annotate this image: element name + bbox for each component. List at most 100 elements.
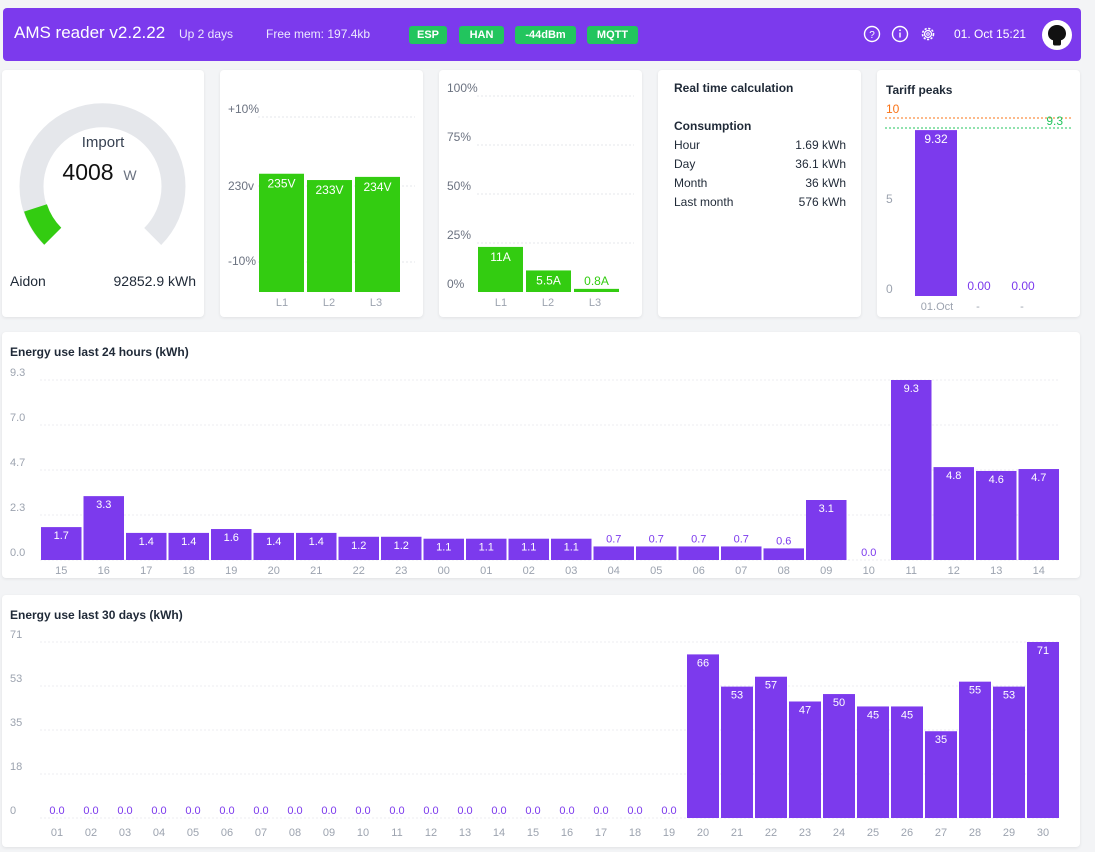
tariff-average-label: 9.3 bbox=[1046, 114, 1063, 128]
x-tick-label: 09 bbox=[820, 565, 832, 577]
row-last-month-label: Last month bbox=[674, 195, 734, 209]
energy-bar-label: 1.1 bbox=[564, 542, 579, 554]
energy-bar bbox=[891, 380, 932, 560]
x-tick-label: 22 bbox=[765, 827, 777, 839]
app-title[interactable]: AMS reader v2.2.22 bbox=[14, 23, 166, 42]
voltage-bar bbox=[259, 173, 304, 292]
hourly-energy-chart: 9.3 7.0 4.7 2.3 0.0 1.7 15 3.3 16 1.4 17 1.4 18 1.6 19… bbox=[10, 367, 1060, 577]
voltage-phase-l1: L1 bbox=[276, 297, 288, 309]
mqtt-badge[interactable]: MQTT bbox=[587, 26, 638, 44]
tariff-x-label-2: - bbox=[976, 301, 980, 313]
uptime: Up 2 days bbox=[179, 27, 234, 41]
current-card: 100% 75% 50% 25% 0% 11A 5.5A 0.8A L1 L2 L3 bbox=[439, 70, 642, 317]
han-badge[interactable]: HAN bbox=[459, 26, 504, 44]
x-tick-label: 30 bbox=[1037, 827, 1049, 839]
energy-bar bbox=[891, 706, 923, 818]
help-icon[interactable]: ? bbox=[863, 25, 881, 43]
x-tick-label: 02 bbox=[523, 565, 535, 577]
energy-bar bbox=[381, 536, 422, 560]
energy-bar-label: 4.7 bbox=[1031, 472, 1046, 484]
x-tick-label: 11 bbox=[391, 827, 402, 839]
energy-bar-label: 0.7 bbox=[734, 533, 749, 545]
x-tick-label: 29 bbox=[1003, 827, 1015, 839]
current-tick-25: 25% bbox=[447, 228, 471, 242]
x-tick-label: 17 bbox=[140, 565, 152, 577]
github-icon[interactable] bbox=[1041, 19, 1073, 51]
energy-bar bbox=[959, 681, 991, 818]
row-hour-label: Hour bbox=[674, 138, 701, 152]
x-tick-label: 04 bbox=[608, 565, 620, 577]
x-tick-label: 14 bbox=[493, 827, 505, 839]
energy-bar-label: 1.2 bbox=[394, 540, 409, 552]
energy-bar-label: 3.1 bbox=[819, 503, 834, 515]
row-last-month: Last month 576 kWh bbox=[674, 195, 846, 209]
energy-bar bbox=[41, 527, 82, 560]
energy-bar-label: 1.1 bbox=[479, 542, 494, 554]
energy-bar bbox=[857, 706, 889, 818]
x-tick-label: 26 bbox=[901, 827, 913, 839]
energy-bar-label: 53 bbox=[1003, 690, 1015, 702]
x-tick-label: 09 bbox=[323, 827, 335, 839]
current-tick-0: 0% bbox=[447, 277, 465, 291]
voltage-tick-nominal: 230v bbox=[228, 179, 254, 193]
energy-bar-label: 0.0 bbox=[525, 805, 540, 817]
y-tick-label: 4.7 bbox=[10, 457, 25, 469]
x-tick-label: 08 bbox=[289, 827, 301, 839]
x-tick-label: 05 bbox=[650, 565, 662, 577]
row-last-month-value: 576 kWh bbox=[798, 195, 846, 209]
energy-bar bbox=[678, 546, 719, 560]
info-icon[interactable] bbox=[891, 25, 909, 43]
energy-bar bbox=[466, 538, 507, 560]
energy-bar-label: 0.0 bbox=[117, 805, 132, 817]
daily-energy-card: Energy use last 30 days (kWh) 71 53 35 18 0 0… bbox=[2, 595, 1080, 847]
x-tick-label: 25 bbox=[867, 827, 879, 839]
tariff-card: Tariff peaks 10 9.3 5 0 9.32 0.00 0.00 01.… bbox=[877, 70, 1080, 317]
meter-total: 92852.9 kWh bbox=[113, 273, 197, 289]
energy-bar bbox=[83, 496, 124, 560]
energy-bar-label: 4.6 bbox=[989, 474, 1004, 486]
tariff-bar-label: 9.32 bbox=[924, 132, 948, 146]
energy-bar-label: 0.7 bbox=[691, 533, 706, 545]
daily-energy-chart: 71 53 35 18 0 0.0 01 0.0 02 0.0 03 0.0 04 0.0 05 0.0 06 0… bbox=[10, 629, 1060, 839]
energy-bar-label: 53 bbox=[731, 690, 743, 702]
x-tick-label: 20 bbox=[268, 565, 280, 577]
x-tick-label: 22 bbox=[353, 565, 365, 577]
energy-bar-label: 57 bbox=[765, 680, 777, 692]
x-tick-label: 01 bbox=[480, 565, 492, 577]
voltage-chart: +10% 230v -10% 235V 233V 234V L1 L2 L3 bbox=[228, 102, 415, 309]
tariff-threshold-label: 10 bbox=[886, 102, 900, 116]
x-tick-label: 27 bbox=[935, 827, 947, 839]
x-tick-label: 23 bbox=[395, 565, 407, 577]
energy-bar-label: 0.0 bbox=[253, 805, 268, 817]
svg-text:?: ? bbox=[869, 30, 875, 41]
rssi-badge[interactable]: -44dBm bbox=[515, 26, 576, 44]
energy-bar bbox=[806, 500, 847, 560]
energy-bar-label: 0.0 bbox=[559, 805, 574, 817]
energy-bar bbox=[338, 536, 379, 560]
current-bar bbox=[526, 270, 571, 292]
voltage-card: +10% 230v -10% 235V 233V 234V L1 L2 L3 bbox=[220, 70, 423, 317]
energy-bar bbox=[1027, 642, 1059, 818]
row-day-label: Day bbox=[674, 157, 696, 171]
x-tick-label: 20 bbox=[697, 827, 709, 839]
energy-bar-label: 0.0 bbox=[355, 805, 370, 817]
energy-bar-label: 0.7 bbox=[649, 533, 664, 545]
energy-bar-label: 0.0 bbox=[423, 805, 438, 817]
x-tick-label: 13 bbox=[459, 827, 471, 839]
voltage-bar-label: 233V bbox=[315, 183, 343, 197]
x-tick-label: 12 bbox=[425, 827, 437, 839]
gear-icon[interactable] bbox=[919, 25, 937, 43]
free-memory: Free mem: 197.4kb bbox=[266, 27, 371, 41]
energy-bar-label: 0.0 bbox=[627, 805, 642, 817]
y-tick-label: 53 bbox=[10, 673, 22, 685]
x-tick-label: 06 bbox=[221, 827, 233, 839]
energy-bar-label: 0.0 bbox=[83, 805, 98, 817]
energy-bar bbox=[508, 538, 549, 560]
gauge-track bbox=[19, 103, 186, 245]
x-tick-label: 18 bbox=[183, 565, 195, 577]
x-tick-label: 15 bbox=[527, 827, 539, 839]
esp-badge[interactable]: ESP bbox=[409, 26, 447, 44]
energy-bar-label: 0.0 bbox=[185, 805, 200, 817]
energy-bar bbox=[126, 532, 167, 560]
gauge-unit: W bbox=[123, 167, 137, 183]
